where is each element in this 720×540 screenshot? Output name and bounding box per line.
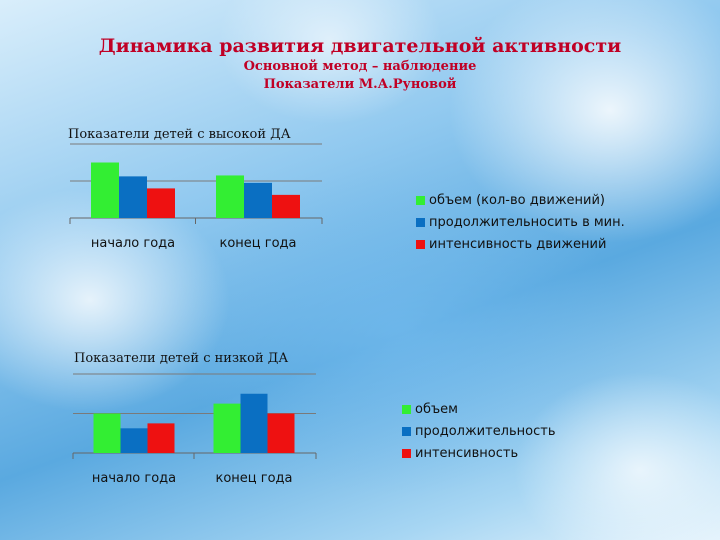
- bar-low-1-1: [240, 393, 268, 453]
- legend-label: интенсивность движений: [429, 236, 607, 252]
- legend-item: объем: [402, 398, 556, 420]
- slide-subtitle-source: Показатели М.А.Руновой: [263, 77, 457, 92]
- chart-high-title: Показатели детей с высокой ДА: [68, 127, 291, 142]
- legend-item: продолжительносить в мин.: [416, 211, 625, 233]
- bar-high-0-1: [119, 176, 147, 218]
- legend-label: интенсивность: [415, 445, 519, 461]
- bar-high-1-1: [244, 182, 272, 218]
- x-tick-label: начало года: [92, 471, 176, 486]
- bar-low-1-2: [267, 413, 295, 453]
- bar-high-0-0: [91, 162, 119, 218]
- x-tick-label: конец года: [219, 236, 296, 251]
- chart-high-legend: объем (кол-во движений) продолжительноси…: [416, 189, 625, 255]
- x-tick-label: конец года: [215, 471, 292, 486]
- chart-low-legend: объем продолжительность интенсивность: [402, 398, 556, 464]
- legend-item: интенсивность движений: [416, 233, 625, 255]
- bar-low-0-1: [120, 428, 148, 453]
- legend-item: интенсивность: [402, 442, 556, 464]
- legend-label: объем (кол-во движений): [429, 192, 605, 208]
- chart-low-title: Показатели детей с низкой ДА: [74, 351, 289, 366]
- legend-swatch-red: [402, 448, 411, 458]
- legend-label: продолжительносить в мин.: [429, 214, 625, 230]
- bar-high-1-2: [272, 194, 300, 218]
- legend-swatch-green: [416, 195, 425, 205]
- legend-label: объем: [415, 401, 458, 417]
- legend-swatch-green: [402, 404, 411, 414]
- legend-swatch-blue: [402, 426, 411, 436]
- legend-label: продолжительность: [415, 423, 556, 439]
- legend-swatch-blue: [416, 217, 425, 227]
- slide-subtitle-method: Основной метод – наблюдение: [243, 59, 477, 74]
- legend-item: объем (кол-во движений): [416, 189, 625, 211]
- bar-high-0-2: [147, 188, 175, 218]
- bar-low-1-0: [213, 403, 241, 453]
- bar-low-0-0: [93, 413, 121, 453]
- bar-low-0-2: [147, 423, 175, 453]
- title-block: Динамика развития двигательной активност…: [0, 34, 720, 94]
- x-tick-label: начало года: [91, 236, 175, 251]
- slide-title: Динамика развития двигательной активност…: [98, 35, 622, 57]
- legend-swatch-red: [416, 239, 425, 249]
- bar-high-1-0: [216, 175, 244, 218]
- legend-item: продолжительность: [402, 420, 556, 442]
